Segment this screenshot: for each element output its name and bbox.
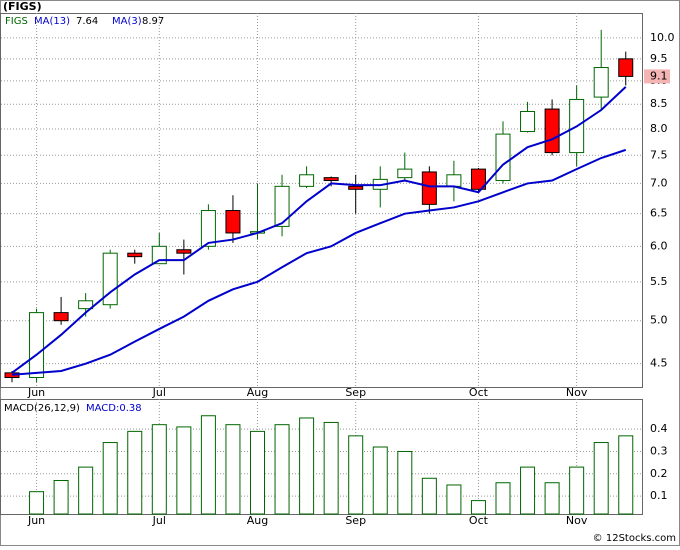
legend-ma3: MA(3) <box>112 16 142 27</box>
y-tick-label: 5.0 <box>650 314 668 327</box>
y-tick-label: 6.0 <box>650 239 668 252</box>
candle-body <box>421 171 437 205</box>
candle-body <box>29 312 45 379</box>
candle-body <box>544 108 560 154</box>
bar <box>520 466 536 515</box>
x-tick-label: Aug <box>247 386 268 399</box>
x-tick-label: Nov <box>566 514 588 527</box>
y-tick-label: 0.3 <box>650 444 668 457</box>
price-panel <box>0 13 643 388</box>
y-tick-label: 0.1 <box>650 489 668 502</box>
bar <box>200 415 216 515</box>
candle-body <box>470 168 486 190</box>
bar <box>593 442 609 515</box>
bar <box>618 435 634 515</box>
y-tick-label: 0.2 <box>650 467 668 480</box>
legend-ma3-value: 8.97 <box>142 16 164 27</box>
bar <box>29 491 45 515</box>
bar <box>151 424 167 515</box>
x-tick-label: Jul <box>152 514 166 527</box>
bar <box>348 435 364 515</box>
bar <box>446 484 462 515</box>
last-price-box <box>644 69 670 84</box>
legend-ticker: FIGS <box>5 16 28 27</box>
bar <box>250 430 265 515</box>
y-tick-label: 9.5 <box>650 52 668 65</box>
candle-body <box>446 174 462 187</box>
candle-body <box>520 110 536 133</box>
bar <box>127 430 143 515</box>
y-tick-label: 0.4 <box>650 422 668 435</box>
x-tick-label: Sep <box>345 514 366 527</box>
x-tick-label: Nov <box>566 386 588 399</box>
y-tick-label: 8.0 <box>650 122 668 135</box>
y-tick-label: 6.5 <box>650 207 668 220</box>
candle-body <box>225 210 241 234</box>
candle-body <box>299 174 315 187</box>
candle-body <box>102 252 118 306</box>
legend-ma13-value: 7.64 <box>76 16 98 27</box>
bar <box>495 482 511 515</box>
x-tick-label: Aug <box>247 514 268 527</box>
x-tick-label: Oct <box>469 514 489 527</box>
bar <box>323 421 339 515</box>
chart-title: (FIGS) <box>3 0 42 13</box>
y-tick-label: 5.5 <box>650 275 668 288</box>
macd-panel <box>0 399 643 515</box>
candle-body <box>495 133 511 182</box>
legend-ma13: MA(13) <box>34 16 70 27</box>
candle-body <box>274 185 290 227</box>
candle-body <box>348 185 364 190</box>
candle-body <box>593 67 609 98</box>
candle-body <box>53 312 69 322</box>
x-tick-label: Oct <box>469 386 489 399</box>
bar <box>470 500 486 515</box>
x-tick-label: Jun <box>27 386 45 399</box>
y-tick-label: 10.0 <box>650 31 675 44</box>
candle-body <box>200 210 216 247</box>
bar <box>569 466 585 515</box>
bar <box>78 466 94 515</box>
candle-body <box>323 177 339 182</box>
candle-body <box>618 58 634 77</box>
x-tick-label: Jul <box>152 386 166 399</box>
y-tick-label: 7.5 <box>650 148 668 161</box>
y-tick-label: 4.5 <box>650 357 668 370</box>
ma-line <box>11 148 627 376</box>
candle-body <box>176 249 192 254</box>
bar <box>397 450 413 515</box>
bar <box>53 480 69 515</box>
candle-body <box>127 252 143 258</box>
ma-line <box>11 86 627 374</box>
bar <box>225 424 241 515</box>
bar <box>299 417 315 515</box>
candle-body <box>397 168 413 179</box>
bar <box>102 442 118 515</box>
candle-body <box>78 300 94 310</box>
y-tick-label: 7.0 <box>650 176 668 189</box>
last-price-label: 9.1 <box>650 69 668 82</box>
x-tick-label: Jun <box>27 514 45 527</box>
bar <box>176 426 192 515</box>
macd-legend: MACD(26,12,9) <box>4 403 80 414</box>
bar <box>372 446 388 515</box>
bar <box>544 482 560 515</box>
x-tick-label: Sep <box>345 386 366 399</box>
y-tick-label: 8.5 <box>650 97 668 110</box>
bar <box>421 477 437 515</box>
footer: © 12Stocks.com <box>593 533 676 544</box>
macd-legend-value: MACD:0.38 <box>86 403 142 414</box>
bar <box>274 424 290 515</box>
